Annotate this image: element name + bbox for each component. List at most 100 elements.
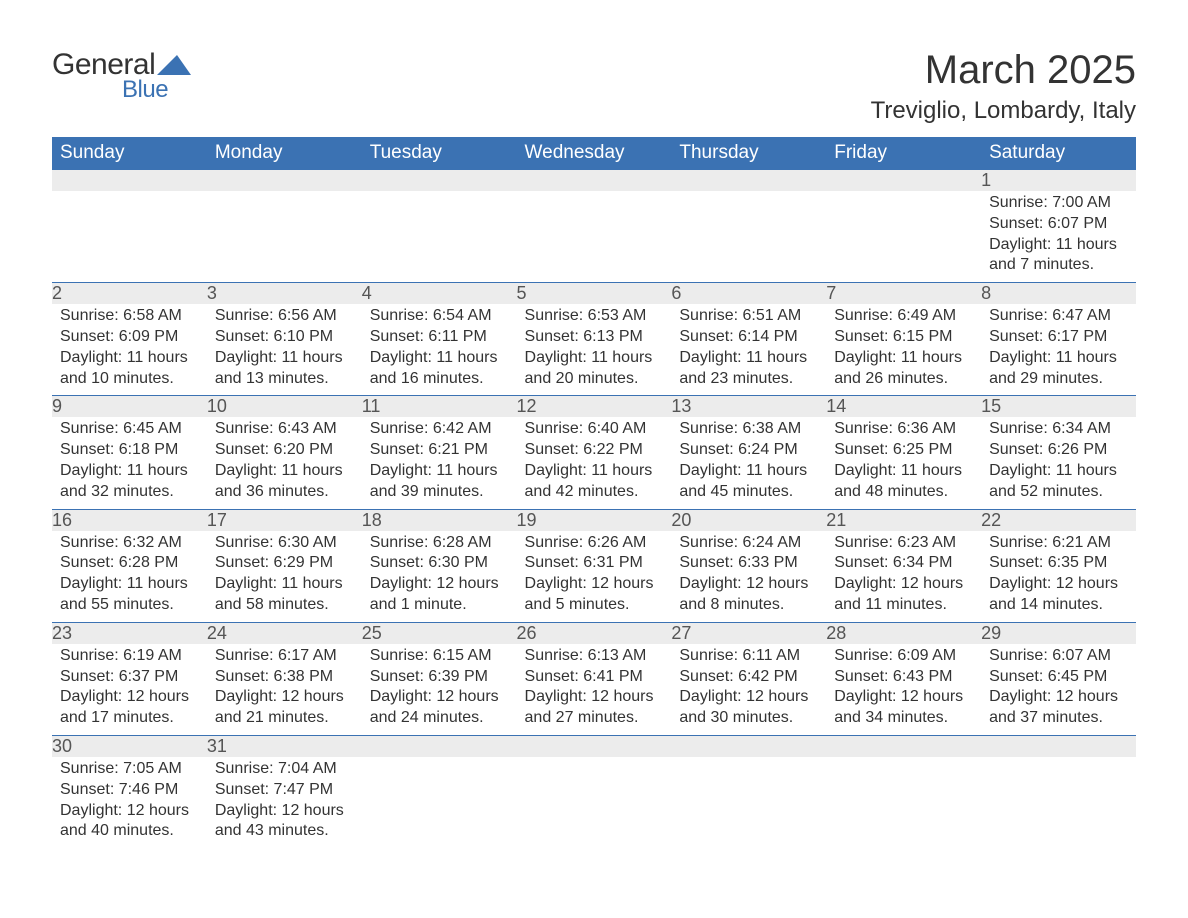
day-number-cell: 18 <box>362 509 517 531</box>
day-number-cell <box>517 170 672 192</box>
day-body-cell: Sunrise: 6:34 AMSunset: 6:26 PMDaylight:… <box>981 417 1136 509</box>
weekday-header: Tuesday <box>362 137 517 170</box>
day-body-cell: Sunrise: 6:15 AMSunset: 6:39 PMDaylight:… <box>362 644 517 736</box>
weekday-header: Thursday <box>671 137 826 170</box>
sunrise-line: Sunrise: 7:05 AM <box>60 759 199 780</box>
day-number-cell <box>517 735 672 757</box>
daylight-line: Daylight: 12 hours and 30 minutes. <box>679 687 818 729</box>
day-body-cell: Sunrise: 6:54 AMSunset: 6:11 PMDaylight:… <box>362 304 517 396</box>
sunset-line: Sunset: 6:38 PM <box>215 667 354 688</box>
weekday-header: Saturday <box>981 137 1136 170</box>
day-number-cell: 22 <box>981 509 1136 531</box>
sunrise-line: Sunrise: 6:40 AM <box>525 419 664 440</box>
day-body-cell: Sunrise: 6:32 AMSunset: 6:28 PMDaylight:… <box>52 531 207 623</box>
daylight-line: Daylight: 11 hours and 55 minutes. <box>60 574 199 616</box>
daylight-line: Daylight: 11 hours and 58 minutes. <box>215 574 354 616</box>
day-number-cell: 3 <box>207 283 362 305</box>
day-number-cell: 19 <box>517 509 672 531</box>
daylight-line: Daylight: 12 hours and 1 minute. <box>370 574 509 616</box>
sunset-line: Sunset: 6:15 PM <box>834 327 973 348</box>
calendar-week-bodyrow: Sunrise: 7:05 AMSunset: 7:46 PMDaylight:… <box>52 757 1136 848</box>
day-number-cell <box>671 170 826 192</box>
sunrise-line: Sunrise: 6:07 AM <box>989 646 1128 667</box>
day-body-cell <box>826 191 981 283</box>
day-number-cell: 30 <box>52 735 207 757</box>
day-number-cell: 1 <box>981 170 1136 192</box>
daylight-line: Daylight: 11 hours and 13 minutes. <box>215 348 354 390</box>
day-number-cell: 7 <box>826 283 981 305</box>
day-number-cell: 26 <box>517 622 672 644</box>
day-body-cell: Sunrise: 6:36 AMSunset: 6:25 PMDaylight:… <box>826 417 981 509</box>
day-number-cell <box>826 735 981 757</box>
day-number-cell <box>362 735 517 757</box>
calendar-week-bodyrow: Sunrise: 6:32 AMSunset: 6:28 PMDaylight:… <box>52 531 1136 623</box>
day-number-cell <box>207 170 362 192</box>
daylight-line: Daylight: 11 hours and 26 minutes. <box>834 348 973 390</box>
calendar-week-numrow: 16171819202122 <box>52 509 1136 531</box>
sunset-line: Sunset: 6:21 PM <box>370 440 509 461</box>
sunrise-line: Sunrise: 6:43 AM <box>215 419 354 440</box>
day-body-cell: Sunrise: 6:21 AMSunset: 6:35 PMDaylight:… <box>981 531 1136 623</box>
daylight-line: Daylight: 11 hours and 36 minutes. <box>215 461 354 503</box>
daylight-line: Daylight: 11 hours and 7 minutes. <box>989 235 1128 277</box>
calendar-week-numrow: 23242526272829 <box>52 622 1136 644</box>
daylight-line: Daylight: 11 hours and 20 minutes. <box>525 348 664 390</box>
day-number-cell: 28 <box>826 622 981 644</box>
sunrise-line: Sunrise: 6:34 AM <box>989 419 1128 440</box>
day-body-cell: Sunrise: 6:42 AMSunset: 6:21 PMDaylight:… <box>362 417 517 509</box>
daylight-line: Daylight: 11 hours and 10 minutes. <box>60 348 199 390</box>
sunset-line: Sunset: 6:25 PM <box>834 440 973 461</box>
day-body-cell <box>207 191 362 283</box>
day-body-cell: Sunrise: 6:49 AMSunset: 6:15 PMDaylight:… <box>826 304 981 396</box>
calendar-week-numrow: 9101112131415 <box>52 396 1136 418</box>
day-body-cell: Sunrise: 7:04 AMSunset: 7:47 PMDaylight:… <box>207 757 362 848</box>
sunrise-line: Sunrise: 6:53 AM <box>525 306 664 327</box>
day-body-cell: Sunrise: 7:00 AMSunset: 6:07 PMDaylight:… <box>981 191 1136 283</box>
day-body-cell <box>362 757 517 848</box>
sunset-line: Sunset: 6:41 PM <box>525 667 664 688</box>
sunset-line: Sunset: 6:31 PM <box>525 553 664 574</box>
calendar-week-bodyrow: Sunrise: 6:58 AMSunset: 6:09 PMDaylight:… <box>52 304 1136 396</box>
weekday-header: Friday <box>826 137 981 170</box>
day-number-cell: 29 <box>981 622 1136 644</box>
day-number-cell: 25 <box>362 622 517 644</box>
logo-text-blue: Blue <box>122 76 168 104</box>
month-title: March 2025 <box>871 48 1136 93</box>
sunset-line: Sunset: 6:37 PM <box>60 667 199 688</box>
day-body-cell <box>517 191 672 283</box>
day-number-cell: 4 <box>362 283 517 305</box>
daylight-line: Daylight: 12 hours and 11 minutes. <box>834 574 973 616</box>
calendar-week-numrow: 2345678 <box>52 283 1136 305</box>
sunset-line: Sunset: 6:30 PM <box>370 553 509 574</box>
sunrise-line: Sunrise: 6:09 AM <box>834 646 973 667</box>
day-body-cell: Sunrise: 6:47 AMSunset: 6:17 PMDaylight:… <box>981 304 1136 396</box>
day-body-cell <box>671 757 826 848</box>
sunset-line: Sunset: 6:17 PM <box>989 327 1128 348</box>
sunset-line: Sunset: 7:46 PM <box>60 780 199 801</box>
day-body-cell: Sunrise: 6:24 AMSunset: 6:33 PMDaylight:… <box>671 531 826 623</box>
day-number-cell: 24 <box>207 622 362 644</box>
day-body-cell: Sunrise: 6:19 AMSunset: 6:37 PMDaylight:… <box>52 644 207 736</box>
day-body-cell: Sunrise: 6:23 AMSunset: 6:34 PMDaylight:… <box>826 531 981 623</box>
weekday-header: Sunday <box>52 137 207 170</box>
day-number-cell: 8 <box>981 283 1136 305</box>
sunset-line: Sunset: 6:29 PM <box>215 553 354 574</box>
sunrise-line: Sunrise: 6:36 AM <box>834 419 973 440</box>
sunset-line: Sunset: 6:20 PM <box>215 440 354 461</box>
day-number-cell: 31 <box>207 735 362 757</box>
sunrise-line: Sunrise: 6:58 AM <box>60 306 199 327</box>
sunrise-line: Sunrise: 6:11 AM <box>679 646 818 667</box>
daylight-line: Daylight: 11 hours and 16 minutes. <box>370 348 509 390</box>
day-body-cell: Sunrise: 7:05 AMSunset: 7:46 PMDaylight:… <box>52 757 207 848</box>
location: Treviglio, Lombardy, Italy <box>871 97 1136 125</box>
day-number-cell <box>826 170 981 192</box>
sunset-line: Sunset: 6:24 PM <box>679 440 818 461</box>
daylight-line: Daylight: 11 hours and 29 minutes. <box>989 348 1128 390</box>
day-number-cell: 20 <box>671 509 826 531</box>
calendar-week-bodyrow: Sunrise: 6:45 AMSunset: 6:18 PMDaylight:… <box>52 417 1136 509</box>
day-number-cell: 5 <box>517 283 672 305</box>
day-number-cell: 16 <box>52 509 207 531</box>
sunrise-line: Sunrise: 6:13 AM <box>525 646 664 667</box>
daylight-line: Daylight: 12 hours and 8 minutes. <box>679 574 818 616</box>
day-number-cell <box>671 735 826 757</box>
